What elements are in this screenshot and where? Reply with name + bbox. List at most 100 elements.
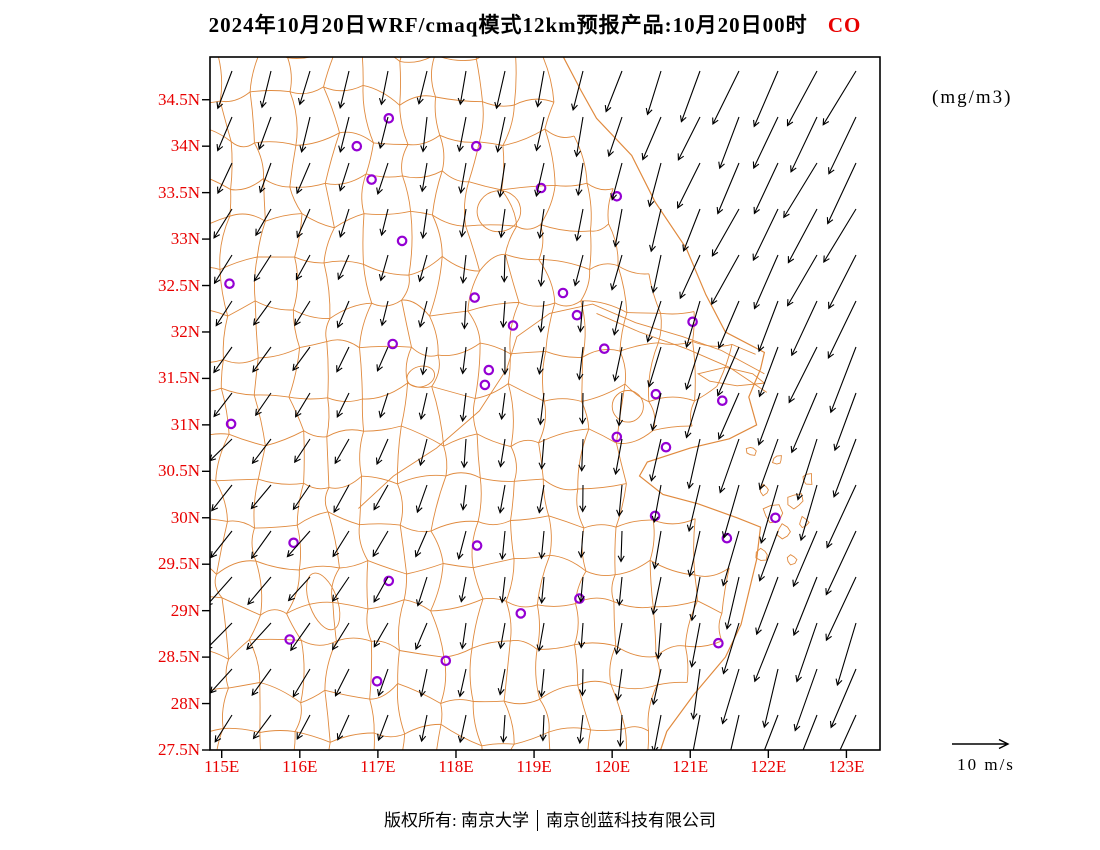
wind-arrow: [790, 300, 818, 357]
wind-arrow: [259, 70, 272, 109]
station-markers: [224, 113, 781, 687]
wind-arrow: [686, 484, 701, 533]
wind-arrow: [414, 530, 428, 558]
wind-arrow: [753, 70, 779, 128]
wind-arrow: [802, 714, 818, 750]
wind-arrow: [652, 530, 662, 570]
lat-tick-label: 34.5N: [157, 89, 200, 109]
wind-arrow: [338, 162, 350, 192]
wind-arrow: [500, 714, 508, 744]
wind-arrow: [457, 668, 467, 698]
wind-arrow: [292, 484, 311, 511]
wind-arrow: [497, 484, 506, 514]
wind-arrow: [686, 438, 701, 490]
wind-arrow: [825, 576, 857, 642]
wind-arrow: [216, 70, 233, 110]
wind-arrow: [654, 622, 663, 660]
station-marker: [351, 140, 363, 152]
wind-arrow: [833, 392, 857, 452]
wind-arrow: [616, 576, 624, 607]
lat-tick-label: 33.5N: [157, 182, 200, 202]
wind-arrow: [373, 576, 389, 603]
wind-arrow: [334, 668, 350, 697]
coastline: [562, 57, 766, 750]
wind-arrow: [416, 70, 428, 105]
wind-arrow: [372, 530, 389, 558]
station-marker: [387, 338, 398, 350]
wind-arrow: [755, 576, 779, 636]
station-marker: [598, 343, 610, 354]
wind-arrow: [650, 576, 662, 616]
wind-arrow: [573, 116, 584, 158]
island-outline: [787, 493, 804, 510]
wind-arrow: [576, 714, 584, 745]
wind-arrow: [258, 162, 272, 194]
wind-arrow: [679, 70, 701, 123]
wind-arrow: [763, 714, 779, 750]
wind-arrow: [647, 162, 662, 208]
wind-arrow: [676, 162, 701, 209]
wind-arrow: [753, 622, 779, 683]
wind-arrow: [537, 392, 545, 426]
lat-tick-label: 28.5N: [157, 647, 200, 667]
wind-arrow: [717, 300, 740, 350]
lake-outline: [406, 365, 436, 388]
wind-arrow: [376, 162, 389, 196]
station-marker: [440, 655, 452, 667]
wind-arrow: [799, 484, 818, 542]
station-marker: [650, 388, 662, 400]
wind-arrow: [418, 438, 428, 467]
wind-arrow: [721, 484, 740, 539]
wind-arrow: [787, 254, 818, 307]
wind-arrow: [762, 668, 779, 729]
wind-arrow: [500, 254, 508, 283]
wind-arrow: [571, 70, 584, 112]
wind-arrow: [827, 300, 857, 359]
wind-arrow: [616, 714, 624, 748]
wind-arrow: [536, 484, 545, 514]
wind-arrow: [724, 576, 740, 630]
wind-arrow: [828, 116, 857, 175]
wind-arrow: [459, 392, 467, 423]
wind-arrow: [294, 438, 311, 464]
wind-arrow: [499, 530, 507, 561]
wind-arrow: [689, 576, 701, 622]
wind-arrow: [213, 392, 233, 418]
island-outline: [776, 523, 791, 540]
wind-vectors: [210, 70, 857, 750]
lat-tick-label: 29N: [170, 600, 200, 620]
wind-arrow: [286, 530, 311, 558]
island-outline: [759, 483, 769, 497]
wind-arrow: [337, 254, 350, 281]
lat-tick-label: 31.5N: [157, 368, 200, 388]
plot-frame: [202, 56, 881, 758]
wind-arrow: [499, 576, 507, 604]
wind-arrow: [338, 116, 350, 154]
wind-arrow: [577, 300, 585, 333]
wind-arrow: [377, 714, 389, 742]
wind-arrow: [579, 668, 587, 697]
wind-arrow: [295, 254, 311, 281]
wind-arrow: [711, 208, 740, 257]
wind-arrow: [536, 622, 545, 652]
wind-arrow: [536, 208, 545, 240]
wind-arrow: [457, 70, 467, 106]
wind-arrow: [215, 300, 233, 327]
wind-arrow: [539, 714, 547, 742]
wind-arrow: [378, 392, 389, 419]
wind-arrow: [612, 208, 623, 248]
yangtze-river: [358, 303, 765, 509]
wind-arrow: [614, 668, 623, 701]
wind-arrow: [378, 70, 389, 106]
wind-arrow: [418, 392, 428, 421]
units-label: (mg/m3): [932, 87, 1013, 108]
wind-arrow: [613, 622, 623, 656]
map-boundaries: [210, 57, 813, 750]
wind-arrow: [689, 622, 701, 668]
lat-tick-label: 29.5N: [157, 554, 200, 574]
wind-arrow: [645, 300, 662, 343]
wind-arrow: [753, 254, 779, 310]
wind-arrow: [210, 668, 233, 694]
wind-arrow: [752, 208, 779, 262]
wind-arrow: [718, 116, 740, 170]
